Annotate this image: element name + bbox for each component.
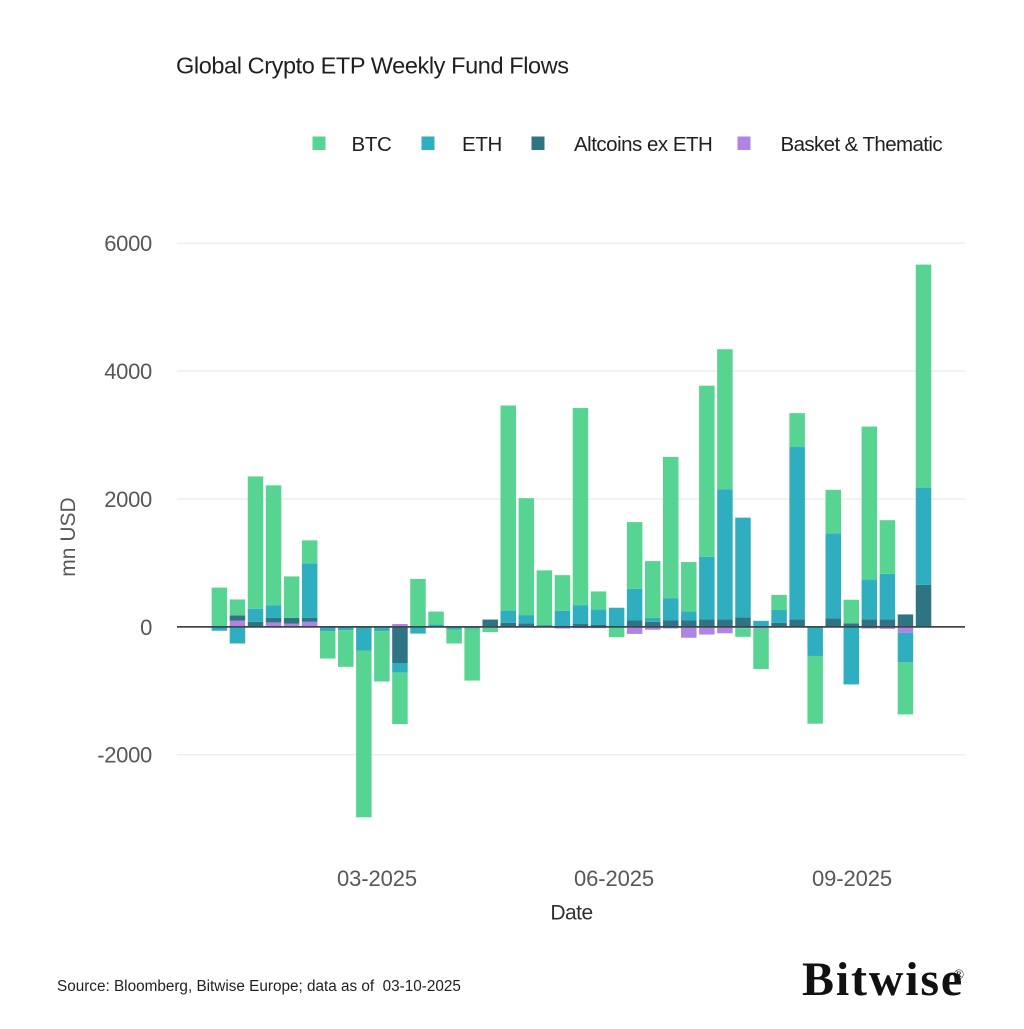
svg-text:®: ® xyxy=(954,968,965,983)
svg-text:Date: Date xyxy=(550,902,592,925)
svg-text:6000: 6000 xyxy=(104,231,152,256)
svg-text:2000: 2000 xyxy=(104,487,152,512)
svg-text:-2000: -2000 xyxy=(97,743,152,768)
svg-text:Source: Bloomberg, Bitwise Eur: Source: Bloomberg, Bitwise Europe; data … xyxy=(57,978,461,995)
svg-text:03-2025: 03-2025 xyxy=(337,866,417,891)
svg-text:09-2025: 09-2025 xyxy=(812,866,892,891)
svg-text:ETH: ETH xyxy=(462,133,502,156)
svg-text:06-2025: 06-2025 xyxy=(574,866,654,891)
svg-text:BTC: BTC xyxy=(352,133,392,156)
svg-text:Global Crypto ETP Weekly Fund: Global Crypto ETP Weekly Fund Flows xyxy=(176,53,569,79)
svg-text:4000: 4000 xyxy=(104,359,152,384)
svg-text:Basket & Thematic: Basket & Thematic xyxy=(781,133,943,156)
svg-text:0: 0 xyxy=(140,615,152,640)
svg-text:mn USD: mn USD xyxy=(57,497,80,576)
svg-text:Bitwise: Bitwise xyxy=(802,953,964,1006)
svg-text:Altcoins ex ETH: Altcoins ex ETH xyxy=(574,133,712,156)
